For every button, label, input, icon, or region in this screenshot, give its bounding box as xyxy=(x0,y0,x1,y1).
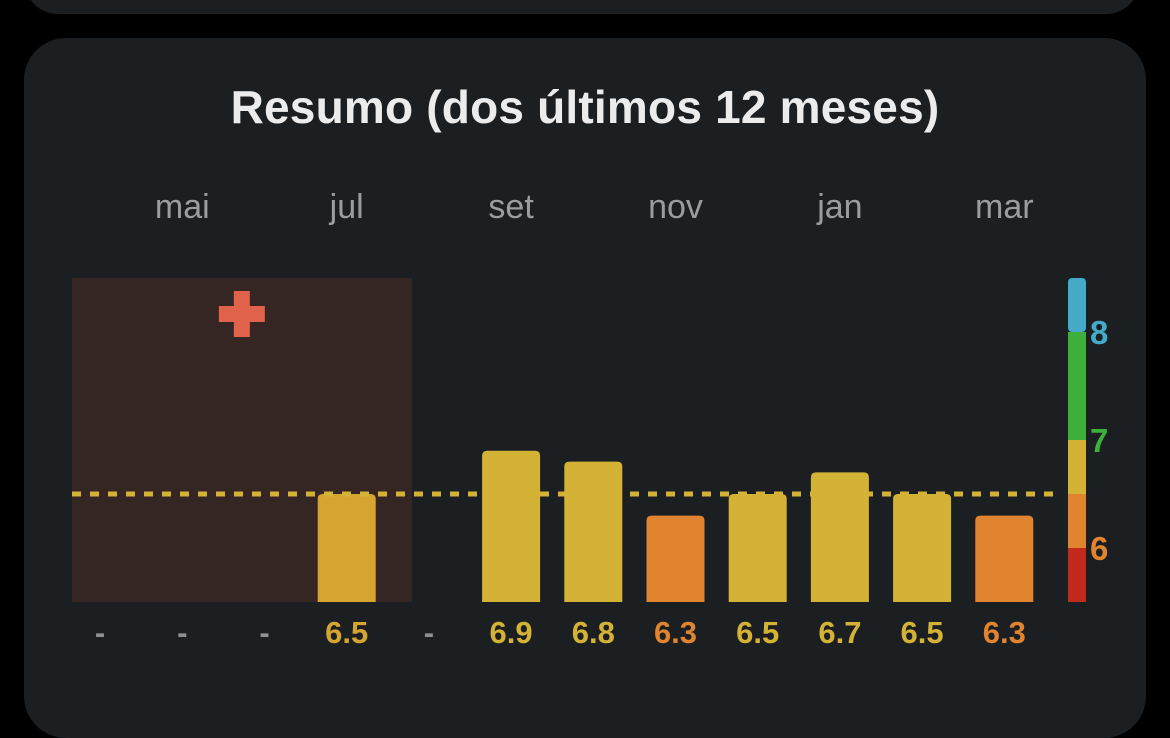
scale-label: 7 xyxy=(1090,422,1108,459)
value-label: - xyxy=(424,615,434,650)
value-label: - xyxy=(259,615,269,650)
chart-title: Resumo (dos últimos 12 meses) xyxy=(230,81,940,133)
value-label: 6.5 xyxy=(325,615,368,650)
bar-set xyxy=(482,450,541,602)
month-label: nov xyxy=(648,188,703,226)
bar-mar xyxy=(975,515,1034,602)
value-label: 6.3 xyxy=(983,615,1026,650)
scale-band xyxy=(1068,548,1086,602)
month-label: set xyxy=(488,188,534,226)
month-label: mar xyxy=(975,188,1034,226)
value-label: - xyxy=(177,615,187,650)
bar-fev xyxy=(893,494,952,602)
scale-label: 8 xyxy=(1090,314,1108,351)
value-label: - xyxy=(95,615,105,650)
value-label: 6.5 xyxy=(901,615,944,650)
scale-label: 6 xyxy=(1090,530,1108,567)
month-label: jul xyxy=(329,188,364,226)
summary-bar-chart: 8 7 6 mai jul set nov jan mar - - - 6.5 - 6.9 6.8 6.3 6… xyxy=(72,188,1108,650)
bar-out xyxy=(564,461,623,602)
value-label: 6.5 xyxy=(736,615,779,650)
value-label: 6.7 xyxy=(818,615,861,650)
bar-jan xyxy=(810,472,869,602)
month-label: mai xyxy=(155,188,210,226)
scale-band xyxy=(1068,494,1086,548)
previous-card xyxy=(24,0,1140,14)
value-label: 6.3 xyxy=(654,615,697,650)
value-label: 6.9 xyxy=(490,615,533,650)
medical-cross-icon xyxy=(218,291,265,337)
scale-band xyxy=(1068,332,1086,440)
month-label: jan xyxy=(816,188,862,226)
bar-dez xyxy=(728,494,787,602)
value-label: 6.8 xyxy=(572,615,615,650)
bar-jul xyxy=(317,494,376,602)
bar-nov xyxy=(646,515,705,602)
scale-band xyxy=(1068,278,1086,332)
scale-band xyxy=(1068,440,1086,494)
